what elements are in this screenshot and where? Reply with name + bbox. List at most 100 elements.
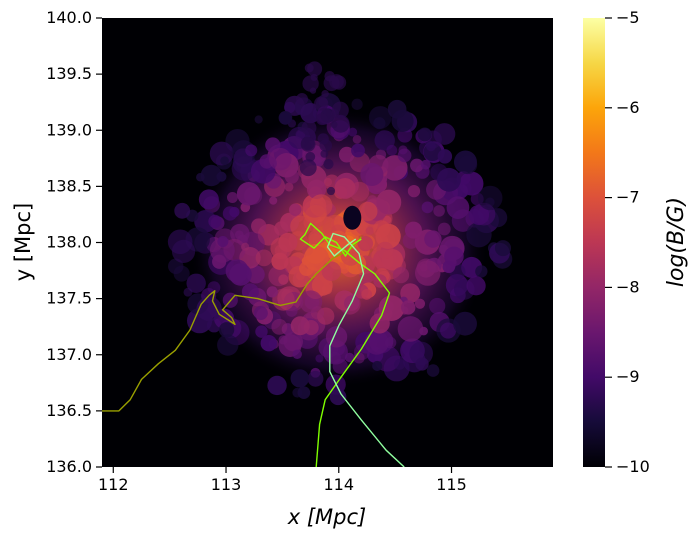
field-blob (167, 229, 193, 255)
field-blob (410, 158, 424, 173)
field-blob (378, 295, 405, 321)
field-blob (351, 143, 365, 158)
field-blob (397, 316, 424, 342)
field-blob (241, 283, 259, 301)
field-blob (295, 93, 309, 106)
field-blob (319, 139, 333, 152)
field-blob (216, 171, 227, 182)
field-blob (329, 388, 347, 406)
y-tick-label: 140.0 (46, 8, 92, 27)
field-blob (217, 334, 239, 356)
y-tick-label: 139.5 (46, 64, 92, 83)
field-blob (306, 179, 327, 199)
field-blob (365, 226, 375, 235)
y-tick-label: 139.0 (46, 120, 92, 139)
field-blob (196, 296, 222, 322)
field-blob (278, 335, 288, 345)
field-blob (299, 159, 317, 177)
field-blob (229, 206, 240, 218)
field-blob (425, 141, 437, 152)
trajectory-line (326, 232, 405, 467)
field-blob (358, 201, 378, 222)
field-blob (303, 245, 329, 271)
colorbar-tick-label: −5 (616, 8, 640, 27)
colorbar-tick-label: −9 (616, 367, 640, 386)
field-blob (318, 97, 328, 107)
field-blob (254, 115, 263, 124)
trajectories (102, 222, 405, 467)
field-blob (394, 359, 406, 370)
field-blob (339, 264, 350, 274)
field-blob (429, 297, 446, 315)
field-blob (271, 318, 288, 335)
field-blob (278, 274, 289, 285)
field-blob (458, 155, 478, 175)
field-blob (414, 260, 441, 286)
field-blob (253, 306, 268, 321)
field-blob (466, 222, 492, 248)
field-blob (297, 386, 311, 399)
field-blob (220, 156, 229, 166)
colorbar-ticks: −10 −9 −8 −7 −6 −5 (605, 8, 650, 476)
field-blob (426, 364, 440, 377)
field-blob (360, 162, 384, 187)
field-blob (409, 341, 433, 366)
field-blob (361, 288, 373, 300)
field-blob (446, 196, 470, 220)
field-blob (300, 136, 316, 152)
field-blob (330, 109, 340, 118)
field-blob (200, 164, 223, 187)
x-tick-label: 114 (324, 475, 355, 494)
field-blob (241, 242, 250, 251)
field-blob (424, 230, 442, 248)
field-blob (392, 266, 410, 284)
field-blob (323, 177, 333, 187)
field-blob (372, 220, 391, 238)
field-blob (266, 286, 278, 298)
field-blob (251, 218, 267, 234)
field-blob (331, 114, 350, 133)
field-blob (437, 222, 451, 236)
trajectory-line (299, 222, 391, 467)
field-blob (315, 113, 328, 126)
field-blob (268, 147, 292, 171)
field-blob (269, 196, 278, 205)
field-blob (271, 252, 289, 270)
field-blob (466, 276, 486, 296)
field-blob (414, 298, 426, 309)
field-blob (420, 159, 431, 170)
field-blob (494, 240, 512, 257)
x-tick-label: 113 (211, 475, 242, 494)
field-blob (311, 274, 333, 296)
field-blob (369, 313, 390, 334)
field-blob (226, 192, 238, 203)
field-blob (384, 336, 397, 349)
y-tick-label: 137.0 (46, 345, 92, 364)
field-blob (260, 335, 277, 352)
field-blob (284, 101, 296, 114)
field-blob (321, 90, 329, 98)
field-blob (453, 311, 477, 336)
y-tick-label: 137.5 (46, 289, 92, 308)
field-blob (329, 74, 344, 89)
field-blob (329, 351, 341, 364)
field-blob (278, 232, 298, 253)
field-blob (174, 202, 191, 219)
field-blob (440, 322, 457, 339)
field-blob (351, 98, 363, 110)
field-blob (364, 330, 389, 355)
x-tick-label: 112 (98, 475, 129, 494)
field-blob (419, 263, 428, 272)
field-blob (401, 300, 416, 315)
field-blob (478, 185, 503, 211)
field-blob (229, 263, 252, 286)
field-blob (433, 205, 445, 217)
field-blob (373, 117, 386, 130)
field-blob (404, 221, 422, 239)
field-cavity (343, 205, 362, 230)
colorbar-tick-label: −10 (616, 457, 650, 476)
field-blob (300, 102, 321, 124)
field-blob (208, 214, 222, 228)
field-blob (321, 261, 342, 281)
